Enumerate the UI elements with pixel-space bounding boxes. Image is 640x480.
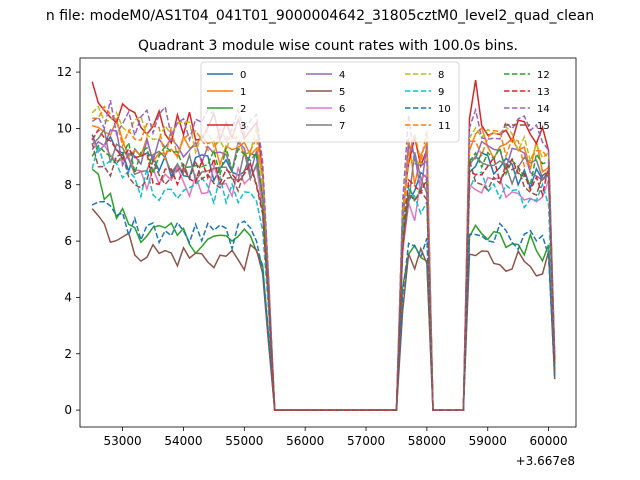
x-tick-label: 55000 [225, 434, 263, 448]
series-layer [91, 79, 556, 411]
x-offset-label: +3.667e8 [516, 454, 575, 468]
legend-label: 10 [438, 104, 451, 115]
x-tick-label: 56000 [286, 434, 324, 448]
legend-label: 5 [339, 87, 345, 98]
chart-title: Quadrant 3 module wise count rates with … [138, 38, 518, 54]
x-tick-label: 53000 [104, 434, 142, 448]
x-tick-label: 58000 [408, 434, 446, 448]
legend-label: 2 [240, 104, 246, 115]
x-axis: 53000 54000 55000 56000 57000 58000 59000 60000 [104, 427, 568, 448]
plot-frame [79, 57, 577, 428]
series-line-9 [91, 143, 556, 411]
legend-label: 7 [339, 121, 345, 132]
y-axis: 0 2 4 6 8 10 12 [57, 65, 80, 417]
legend-label: 14 [537, 104, 550, 115]
legend-label: 6 [339, 104, 345, 115]
legend-label: 11 [438, 121, 451, 132]
x-tick-label: 59000 [469, 434, 507, 448]
x-tick-label: 57000 [347, 434, 385, 448]
legend-label: 1 [240, 87, 246, 98]
legend-label: 0 [240, 70, 246, 81]
y-tick-label: 4 [64, 290, 72, 304]
x-tick-label: 54000 [164, 434, 202, 448]
legend-label: 13 [537, 87, 550, 98]
y-tick-label: 12 [57, 65, 72, 79]
y-tick-label: 10 [57, 121, 72, 135]
y-tick-label: 8 [64, 178, 72, 192]
legend-label: 12 [537, 70, 550, 81]
series-line-15 [91, 143, 556, 411]
legend-label: 8 [438, 70, 444, 81]
legend-label: 4 [339, 70, 345, 81]
figure-suptitle: n file: modeM0/AS1T04_041T01_9000004642_… [46, 8, 594, 24]
legend-label: 15 [537, 121, 550, 132]
y-tick-label: 2 [64, 347, 72, 361]
x-tick-label: 60000 [530, 434, 568, 448]
y-tick-label: 0 [64, 403, 72, 417]
y-tick-label: 6 [64, 234, 72, 248]
legend-label: 3 [240, 121, 246, 132]
legend-frame [200, 61, 460, 143]
legend-label: 9 [438, 87, 444, 98]
